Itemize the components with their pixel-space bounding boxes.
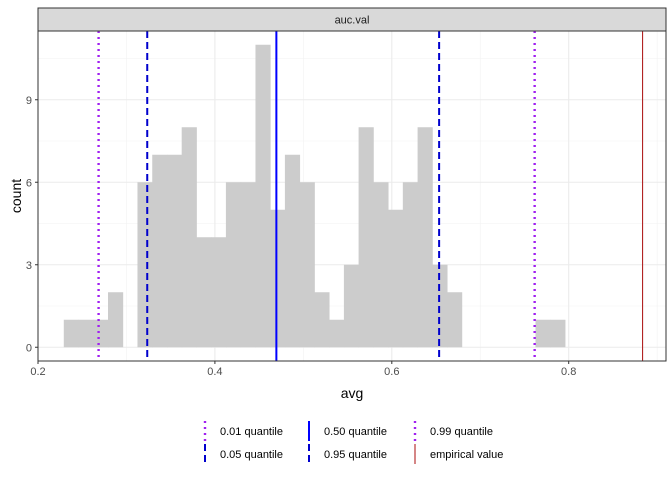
histogram-bar xyxy=(78,319,94,348)
legend-item: 0.50 quantile xyxy=(308,421,387,441)
legend-label: 0.05 quantile xyxy=(220,449,283,461)
y-tick-label: 0 xyxy=(26,342,32,354)
histogram-bar xyxy=(211,237,227,348)
histogram-bar xyxy=(225,182,242,348)
x-tick-label: 0.6 xyxy=(384,366,399,378)
legend-item: 0.01 quantile xyxy=(203,421,283,441)
histogram-bar xyxy=(137,182,153,348)
histogram-bar xyxy=(329,319,345,348)
histogram-bar xyxy=(417,127,433,348)
x-axis: 0.2 0.4 0.6 0.8 xyxy=(30,361,576,378)
legend-item: empirical value xyxy=(414,444,503,464)
plot-panel-border xyxy=(37,30,667,362)
histogram-bar xyxy=(270,209,286,348)
legend-label: 0.01 quantile xyxy=(220,426,283,438)
y-tick-label: 3 xyxy=(26,260,32,272)
histogram-bar xyxy=(343,264,360,348)
histogram-bar xyxy=(240,182,256,348)
histogram-bar xyxy=(402,182,418,348)
legend-item: 0.05 quantile xyxy=(204,444,283,464)
histogram-bar xyxy=(299,182,315,348)
histogram-bar xyxy=(255,44,271,348)
y-tick-label: 6 xyxy=(26,177,32,189)
histogram-bar xyxy=(196,237,212,348)
histogram-bars xyxy=(63,44,566,348)
x-tick-label: 0.2 xyxy=(30,366,45,378)
histogram-bar xyxy=(93,319,109,348)
histogram-bar xyxy=(152,154,168,348)
histogram-bar xyxy=(181,127,197,348)
histogram-bar xyxy=(550,319,566,348)
histogram-bar xyxy=(314,292,330,348)
histogram-bar xyxy=(284,154,301,348)
legend: 0.01 quantile 0.05 quantile 0.50 quantile 0… xyxy=(203,421,503,464)
legend-item: 0.99 quantile xyxy=(413,421,493,441)
histogram-bar xyxy=(108,292,124,348)
histogram-bar xyxy=(167,154,183,348)
histogram-bar xyxy=(358,127,374,348)
histogram-bar xyxy=(63,319,79,348)
x-tick-label: 0.8 xyxy=(561,366,576,378)
histogram-bar xyxy=(535,319,551,348)
facet-strip-label: auc.val xyxy=(335,15,370,27)
legend-item: 0.95 quantile xyxy=(308,444,387,464)
legend-label: 0.99 quantile xyxy=(430,426,493,438)
reference-lines xyxy=(97,31,644,361)
facet-strip: auc.val xyxy=(37,7,667,32)
y-axis-title: count xyxy=(8,179,24,213)
histogram-bar xyxy=(388,209,404,348)
histogram-bar xyxy=(447,292,463,348)
legend-label: 0.50 quantile xyxy=(324,426,387,438)
x-axis-title: avg xyxy=(341,385,364,401)
histogram-bar xyxy=(373,182,389,348)
legend-label: empirical value xyxy=(430,449,503,461)
legend-label: 0.95 quantile xyxy=(324,449,387,461)
y-axis: 0 3 6 9 xyxy=(26,95,38,354)
y-tick-label: 9 xyxy=(26,95,32,107)
plot-panel xyxy=(37,30,667,362)
x-tick-label: 0.4 xyxy=(207,366,222,378)
